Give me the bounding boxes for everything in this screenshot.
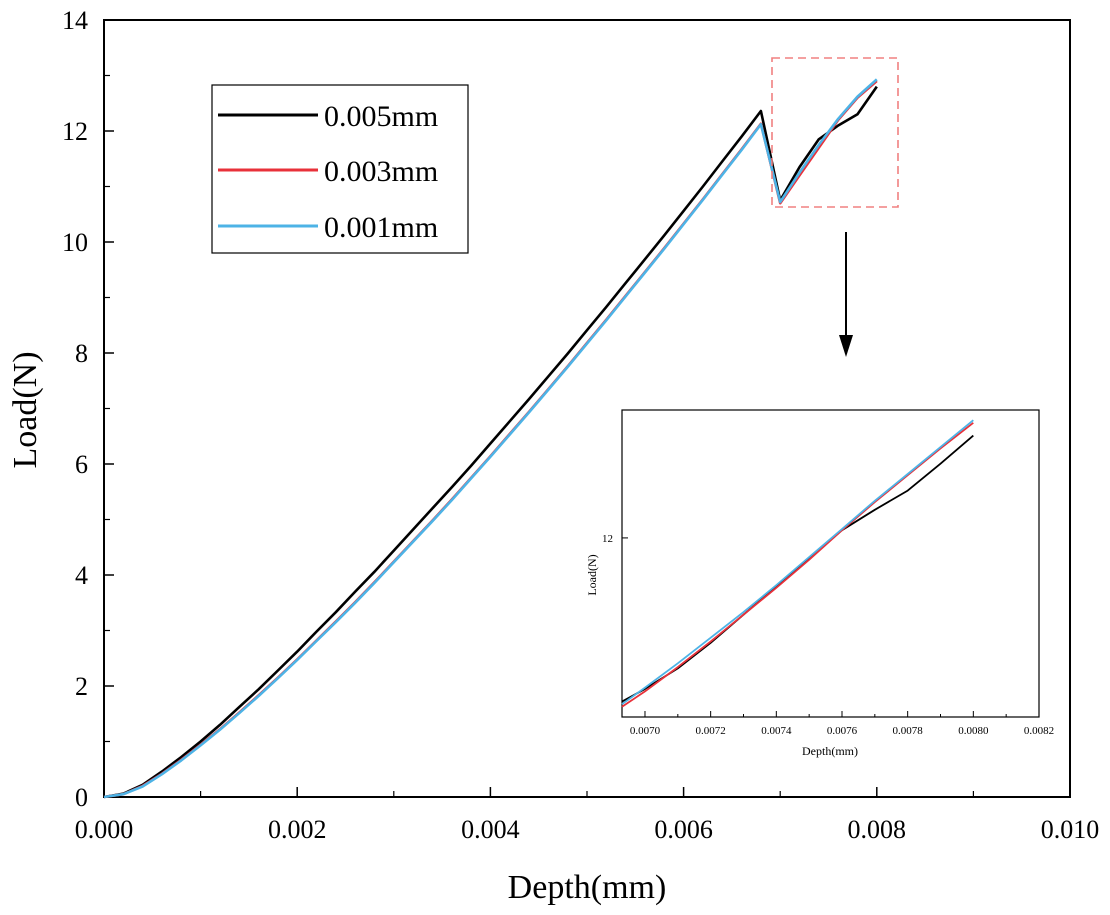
inset-x-tick-label: 0.0076 xyxy=(827,725,858,737)
main-x-axis-title: Depth(mm) xyxy=(508,869,667,906)
zoom-region-box xyxy=(771,57,899,208)
legend-label-2: 0.001mm xyxy=(324,211,438,244)
inset-x-tick-label: 0.0072 xyxy=(696,725,726,737)
main-x-tick-label: 0.006 xyxy=(654,815,713,844)
legend: 0.005mm 0.003mm 0.001mm xyxy=(211,84,469,254)
main-y-tick-label: 0 xyxy=(75,783,88,812)
zoom-arrow-head xyxy=(839,335,853,357)
inset-x-tick-label: 0.0070 xyxy=(630,725,661,737)
main-y-tick-label: 10 xyxy=(62,228,88,257)
main-y-tick-label: 8 xyxy=(75,339,88,368)
main-y-tick-label: 12 xyxy=(62,117,88,146)
legend-item-1: 0.003mm xyxy=(218,155,438,188)
main-x-tick-label: 0.002 xyxy=(268,815,327,844)
legend-item-0: 0.005mm xyxy=(218,100,438,133)
inset-y-tick-label: 12 xyxy=(602,533,613,545)
main-series-line-0 xyxy=(103,85,878,799)
legend-label-1: 0.003mm xyxy=(324,155,438,188)
main-y-tick-label: 2 xyxy=(75,672,88,701)
inset-axis-ticks: 0.0070 0.0072 0.0074 0.0076 0.0078 0.0080 0.00… xyxy=(602,533,1054,737)
inset-x-tick-label: 0.0074 xyxy=(761,725,792,737)
inset-x-tick-label: 0.0082 xyxy=(1024,725,1054,737)
main-x-tick-label: 0.000 xyxy=(75,815,134,844)
main-series-group xyxy=(103,78,878,799)
main-axis-ticks: 0.000 0.002 0.004 0.006 0.008 0.010 0 2 4 6 8 10 12 1… xyxy=(62,6,1099,844)
zoom-arrow xyxy=(839,232,853,357)
inset-series-line-1 xyxy=(621,422,974,708)
main-y-tick-label: 14 xyxy=(62,6,88,35)
legend-label-0: 0.005mm xyxy=(324,100,438,133)
inset-series-line-2 xyxy=(621,419,974,705)
inset-series-group xyxy=(621,419,974,708)
legend-item-2: 0.001mm xyxy=(218,211,438,244)
inset-chart: 0.0070 0.0072 0.0074 0.0076 0.0078 0.0080 0.00… xyxy=(585,409,1054,758)
inset-y-axis-title: Load(N) xyxy=(585,554,599,595)
main-y-tick-label: 4 xyxy=(75,561,88,590)
inset-x-tick-label: 0.0080 xyxy=(958,725,989,737)
main-x-tick-label: 0.004 xyxy=(461,815,520,844)
main-x-tick-label: 0.010 xyxy=(1041,815,1100,844)
main-y-tick-label: 6 xyxy=(75,450,88,479)
main-x-tick-label: 0.008 xyxy=(848,815,907,844)
inset-plot-frame xyxy=(621,409,1040,718)
main-y-axis-title: Load(N) xyxy=(7,351,44,468)
inset-x-axis-title: Depth(mm) xyxy=(802,744,858,758)
inset-x-tick-label: 0.0078 xyxy=(893,725,924,737)
main-series-line-2 xyxy=(103,78,878,799)
